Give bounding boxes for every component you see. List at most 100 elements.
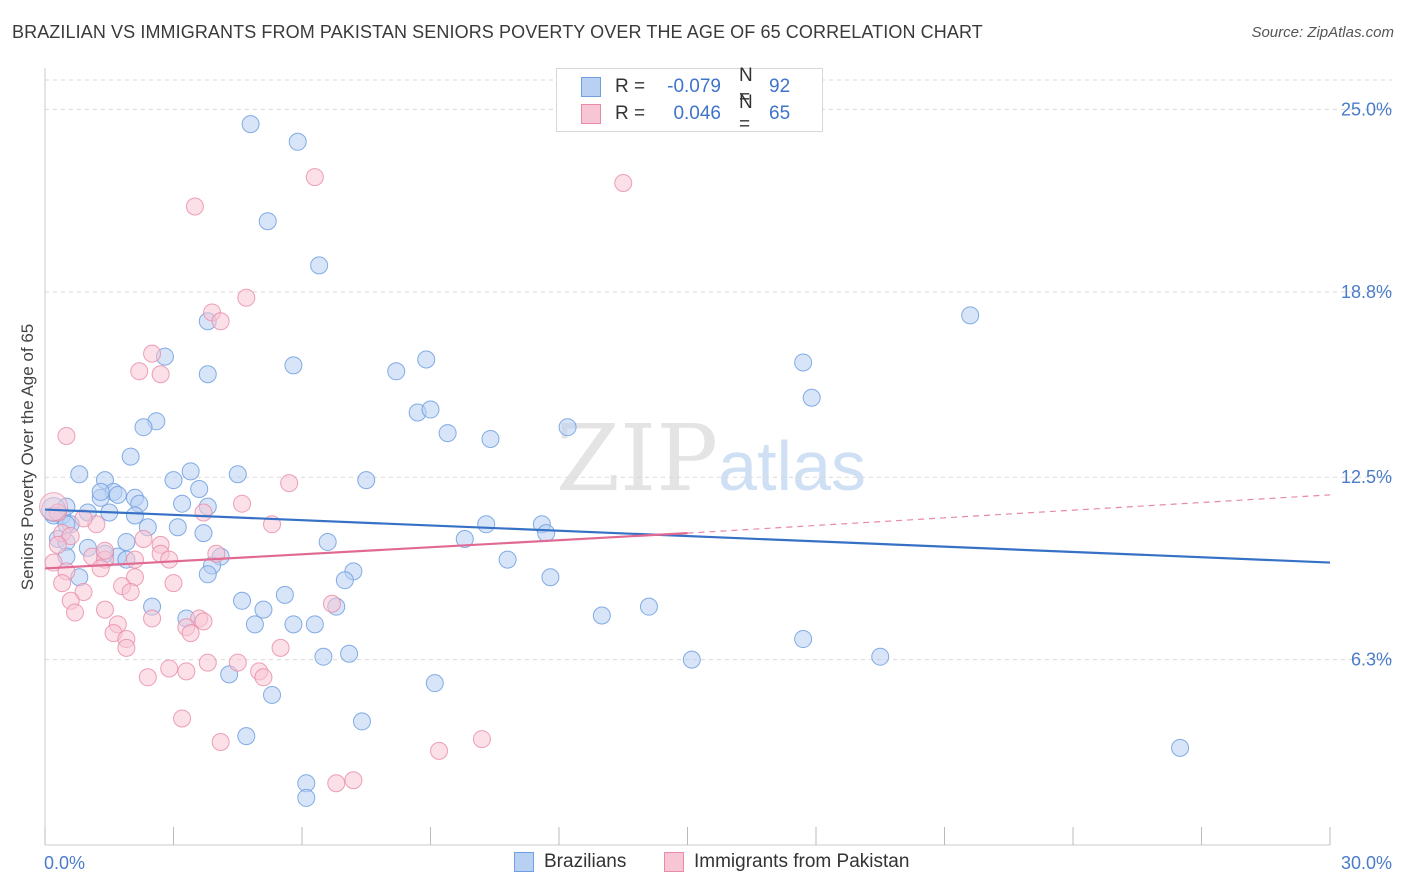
pakistan-point: [143, 344, 162, 363]
brazilian-point: [425, 674, 444, 693]
series-pakistan-points: [39, 168, 633, 793]
pakistan-point: [117, 638, 136, 657]
brazilian-point: [318, 532, 337, 551]
grid-lines: [45, 79, 1392, 661]
pakistan-point: [130, 362, 149, 381]
legend-n-value: 92: [769, 76, 791, 97]
brazilians-trend-line: [44, 508, 1331, 564]
brazilian-point: [871, 647, 890, 666]
brazilian-point: [592, 606, 611, 625]
brazilian-point: [164, 471, 183, 490]
brazilian-point: [310, 256, 329, 275]
pakistan-trend-line: [44, 532, 688, 570]
legend-r-value: 0.046: [673, 103, 721, 124]
pakistan-point: [280, 474, 299, 493]
brazilian-point: [181, 462, 200, 481]
x-tick-label: 0.0%: [44, 853, 85, 873]
watermark-atlas: atlas: [718, 427, 867, 505]
brazilian-point: [245, 615, 264, 634]
pakistan-point: [305, 168, 324, 187]
pakistan-point: [233, 494, 252, 513]
brazilian-point: [357, 471, 376, 490]
brazilian-point: [121, 447, 140, 466]
legend-r-label: R =: [615, 76, 646, 97]
brazilian-point: [125, 506, 144, 525]
pakistan-point: [48, 535, 67, 554]
brazilian-point: [1171, 738, 1190, 757]
axes: [44, 68, 1331, 846]
brazilian-point: [91, 482, 110, 501]
pakistan-point: [237, 288, 256, 307]
brazilian-point: [134, 418, 153, 437]
brazilian-point: [258, 212, 277, 231]
pakistan-point: [430, 741, 449, 760]
brazilian-point: [314, 647, 333, 666]
legend-swatch-pink: [664, 852, 684, 872]
watermark-zip: ZIP: [556, 405, 719, 512]
brazilian-point: [537, 524, 556, 543]
pakistan-point: [211, 312, 230, 331]
x-tick-label: 30.0%: [1341, 853, 1392, 873]
pakistan-point: [344, 771, 363, 790]
pakistan-point: [134, 530, 153, 548]
legend-r-value: -0.079: [667, 76, 721, 97]
brazilian-point: [438, 424, 457, 443]
pakistan-point: [151, 365, 170, 384]
brazilian-point: [455, 530, 474, 548]
y-tick-label: 6.3%: [1351, 650, 1392, 670]
brazilian-point: [794, 630, 813, 649]
watermark: ZIPatlas: [556, 405, 866, 512]
pakistan-point: [271, 638, 290, 657]
pakistan-point: [160, 550, 179, 569]
pakistan-point: [211, 733, 230, 752]
pakistan-point: [177, 662, 196, 681]
brazilian-point: [275, 585, 294, 604]
chart-title: BRAZILIAN VS IMMIGRANTS FROM PAKISTAN SE…: [12, 22, 983, 42]
pakistan-point: [472, 730, 491, 749]
brazilian-point: [305, 615, 324, 634]
pakistan-point: [95, 541, 114, 560]
pakistan-point: [65, 603, 84, 622]
brazilian-point: [639, 597, 658, 616]
pakistan-point: [39, 492, 69, 522]
legend-item-brazilians[interactable]: Brazilians: [514, 851, 626, 873]
y-tick-label: 25.0%: [1341, 99, 1392, 119]
legend-item-pakistan[interactable]: Immigrants from Pakistan: [664, 851, 909, 873]
legend-swatch-blue: [581, 77, 601, 97]
pakistan-point: [61, 527, 80, 546]
pakistan-point: [173, 709, 192, 728]
brazilian-point: [117, 532, 136, 551]
pakistan-point: [614, 173, 633, 192]
brazilian-point: [108, 485, 127, 504]
brazilian-point: [70, 465, 89, 484]
correlation-legend: R = -0.079 N = 92 R = 0.046 N = 65: [556, 65, 823, 135]
pakistan-point: [138, 668, 157, 687]
trend-lines: [44, 494, 1331, 570]
pakistan-point: [143, 609, 162, 628]
legend-swatch-pink: [581, 104, 601, 124]
pakistan-point: [74, 582, 93, 601]
pakistan-point: [74, 509, 93, 528]
brazilian-point: [802, 388, 821, 407]
pakistan-point: [121, 582, 140, 601]
brazilian-point: [284, 356, 303, 375]
legend-label-brazilians: Brazilians: [544, 851, 627, 872]
pakistan-point: [91, 559, 110, 578]
brazilian-point: [477, 515, 496, 534]
brazilian-point: [198, 365, 217, 384]
brazilian-point: [194, 524, 213, 543]
brazilian-point: [254, 600, 273, 619]
legend-n-label: N =: [739, 92, 753, 135]
series-legend: Brazilians Immigrants from Pakistan: [0, 851, 1406, 877]
pakistan-point: [164, 574, 183, 593]
brazilian-point: [417, 350, 436, 369]
brazilian-point: [241, 115, 260, 134]
brazilian-point: [284, 615, 303, 634]
legend-swatch-blue: [514, 852, 534, 872]
brazilian-point: [421, 400, 440, 419]
pakistan-point: [194, 503, 213, 522]
brazilian-point: [288, 132, 307, 151]
legend-row-brazilians: R = -0.079 N = 92: [581, 65, 791, 108]
series-brazilians-points: [41, 115, 1190, 807]
legend-r-label: R =: [615, 103, 646, 124]
